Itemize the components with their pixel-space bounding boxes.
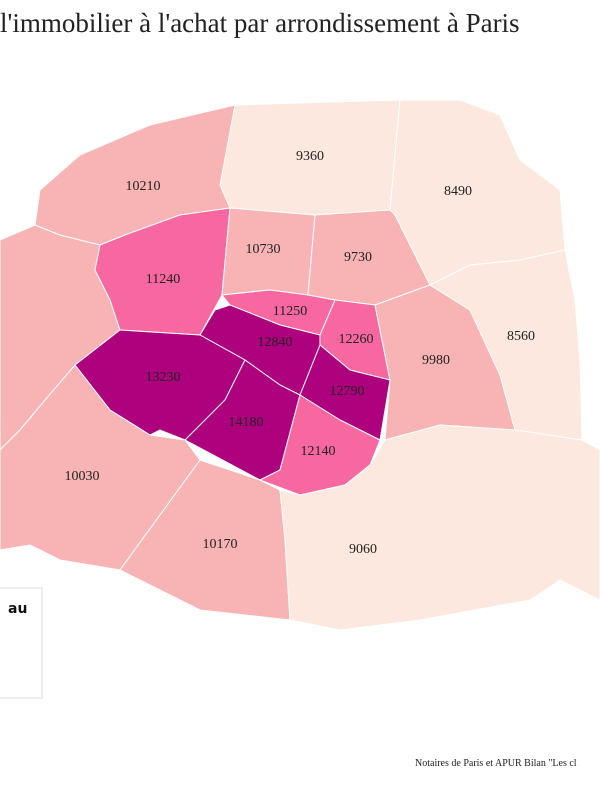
district-price: 13230 <box>146 370 181 385</box>
title: l'immobilier à l'achat par arrondissemen… <box>0 8 520 38</box>
district <box>279 424 600 631</box>
district-price: 12790 <box>330 384 365 399</box>
district <box>34 104 236 246</box>
district-price: 10170 <box>203 537 238 552</box>
district-price: 12140 <box>301 444 336 459</box>
district <box>0 364 201 571</box>
district-price: 9980 <box>422 353 450 368</box>
district-price: 8560 <box>507 329 535 344</box>
district <box>428 249 583 441</box>
district-price: 8490 <box>444 184 472 199</box>
district-price: 9060 <box>349 542 377 557</box>
district-price: 10210 <box>126 179 161 194</box>
source: Notaires de Paris et APUR Bilan "Les cl <box>415 758 577 769</box>
district-price: 9360 <box>296 149 324 164</box>
district-price: 10730 <box>246 242 281 257</box>
district-price: 10030 <box>65 469 100 484</box>
district-price: 11250 <box>273 304 307 319</box>
district-price: 12840 <box>258 335 293 350</box>
district-price: 14180 <box>229 415 264 430</box>
legend-box <box>0 587 43 699</box>
district-price: 12260 <box>339 332 374 347</box>
district <box>94 207 231 336</box>
regions: 9360 8490 10210 11240 10730 9730 11250 12260 128… <box>0 99 600 631</box>
district-price: 9730 <box>344 250 372 265</box>
district-price: 11240 <box>146 272 180 287</box>
legend-title: au <box>8 601 27 617</box>
